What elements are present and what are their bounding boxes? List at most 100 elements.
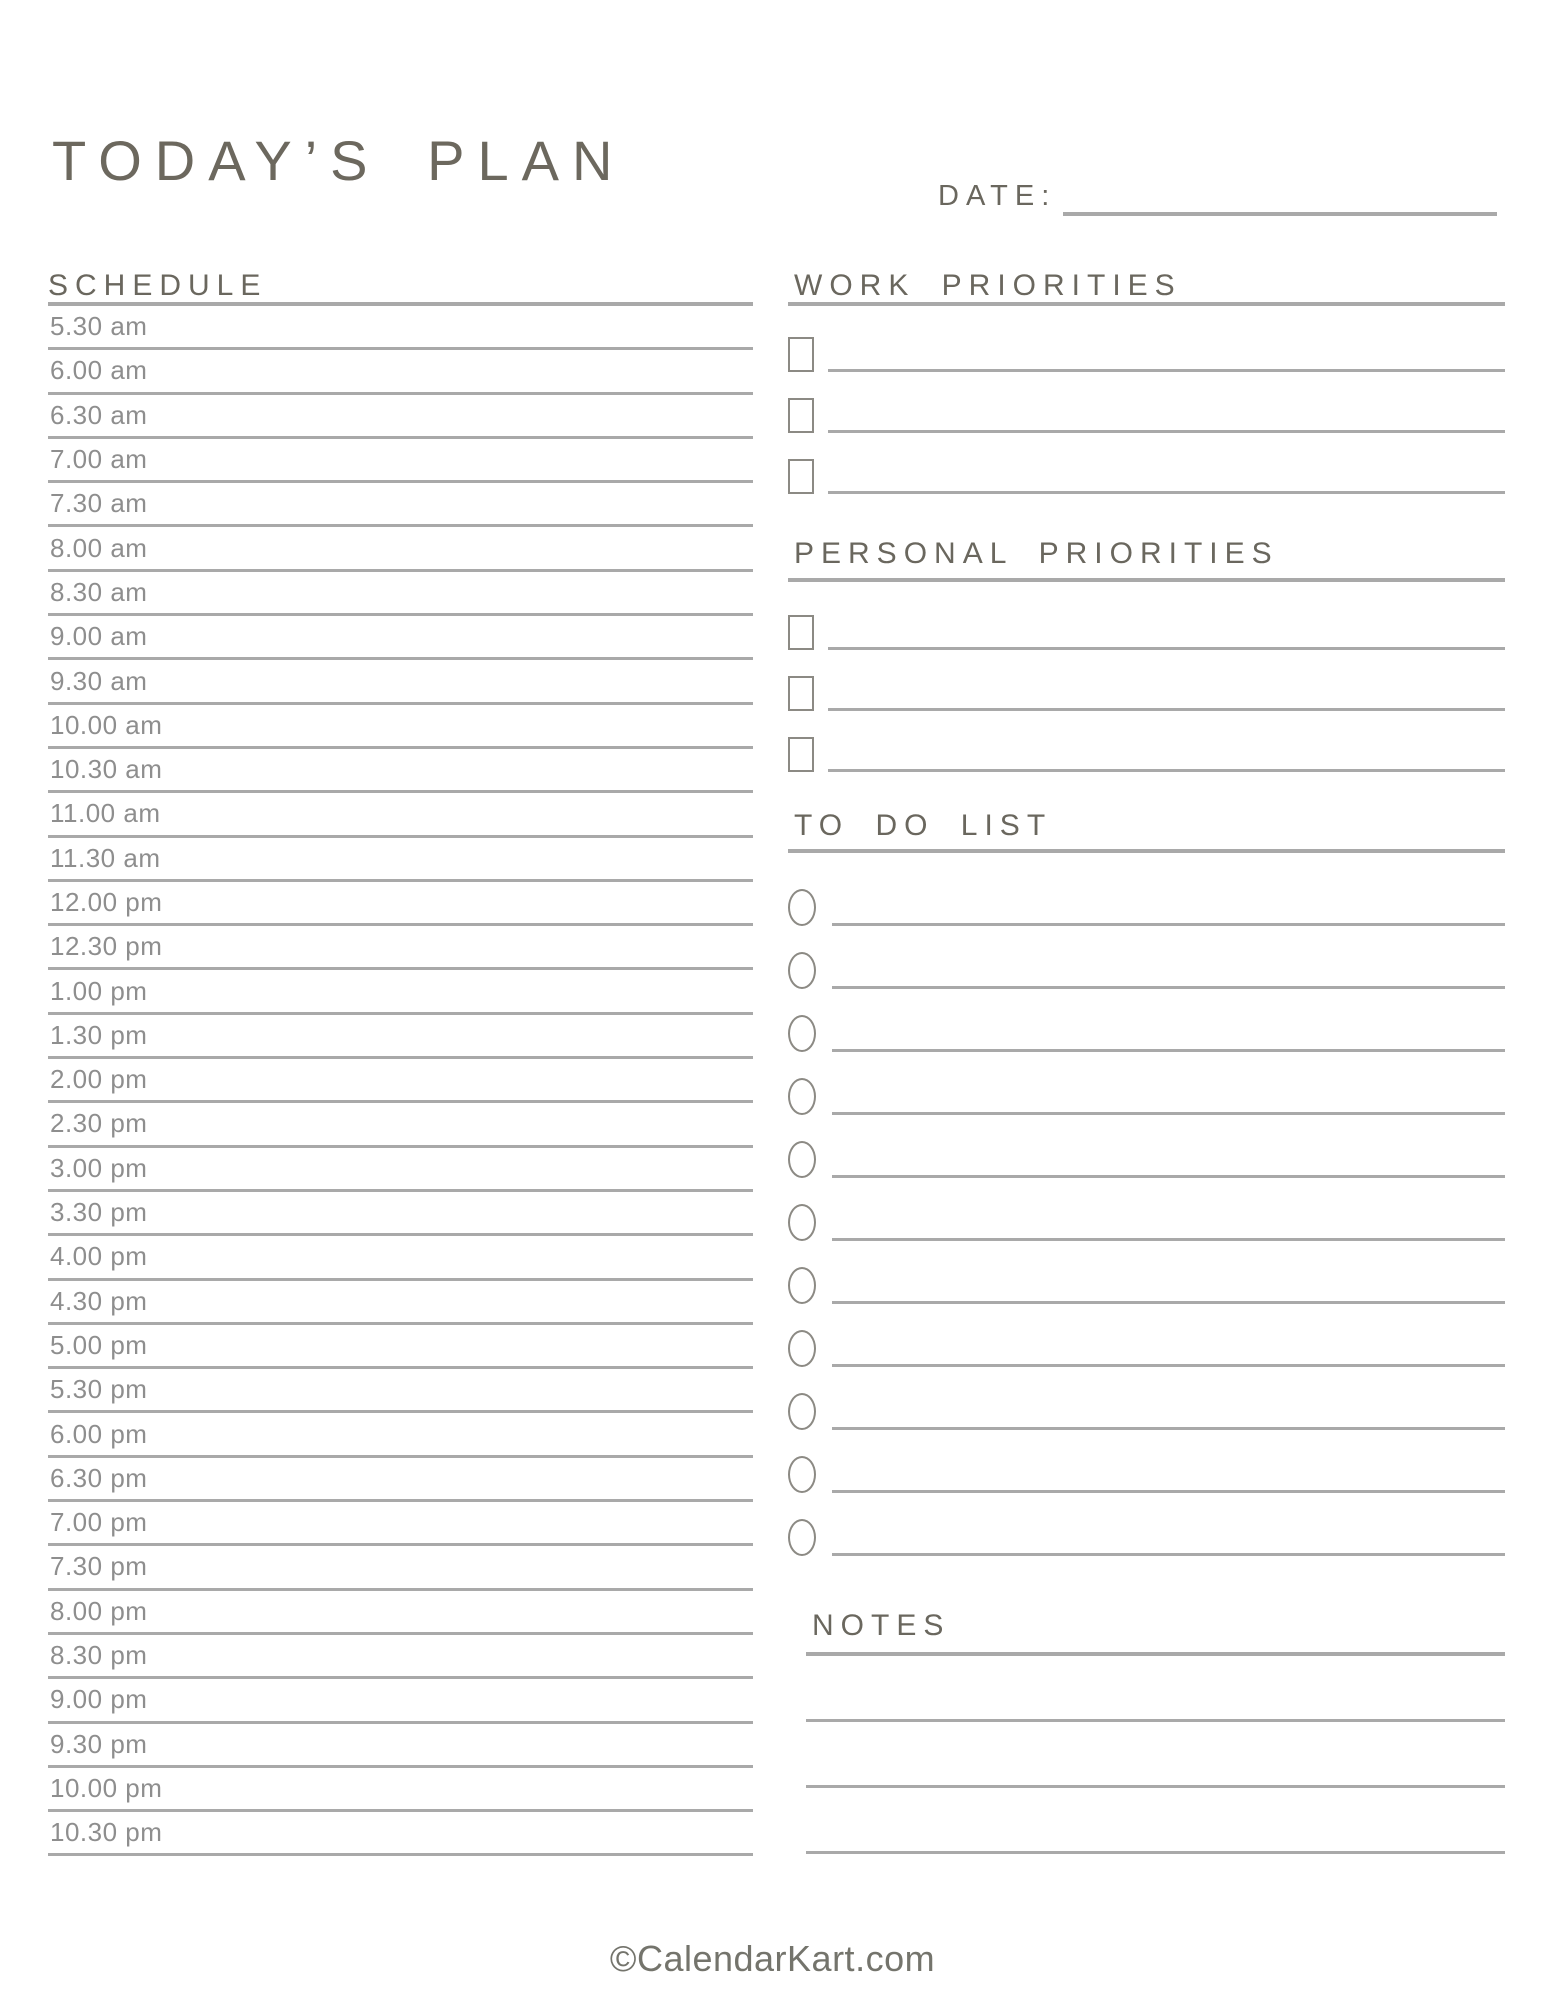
schedule-time-label: 2.30 pm bbox=[50, 1108, 148, 1139]
schedule-row: 6.00 am bbox=[48, 350, 753, 395]
priorities-column: WORK PRIORITIES PERSONAL PRIORIT bbox=[788, 270, 1505, 1582]
schedule-row: 10.00 pm bbox=[48, 1768, 753, 1813]
todo-writing-line[interactable] bbox=[832, 1015, 1505, 1052]
schedule-time-label: 12.00 pm bbox=[50, 887, 163, 917]
todo-writing-line[interactable] bbox=[832, 1393, 1505, 1430]
todo-writing-line[interactable] bbox=[832, 1330, 1505, 1367]
schedule-time-label: 6.30 pm bbox=[50, 1462, 148, 1493]
personal-priority-writing-line[interactable] bbox=[828, 615, 1505, 650]
work-priority-writing-line[interactable] bbox=[828, 459, 1505, 494]
checkbox-icon[interactable] bbox=[788, 398, 814, 433]
schedule-time-label: 1.00 pm bbox=[50, 975, 148, 1006]
schedule-time-label: 6.30 am bbox=[50, 399, 148, 430]
schedule-time-label: 2.00 pm bbox=[50, 1064, 148, 1095]
todo-writing-line[interactable] bbox=[832, 889, 1505, 926]
schedule-row: 11.30 am bbox=[48, 838, 753, 882]
personal-priority-writing-line[interactable] bbox=[828, 737, 1505, 772]
circle-bullet-icon[interactable] bbox=[788, 1141, 816, 1178]
schedule-time-label: 1.30 pm bbox=[50, 1019, 148, 1050]
schedule-row: 7.30 am bbox=[48, 483, 753, 528]
notes-writing-line[interactable] bbox=[806, 1722, 1505, 1788]
work-priority-writing-line[interactable] bbox=[828, 337, 1505, 372]
schedule-row: 8.30 pm bbox=[48, 1635, 753, 1680]
circle-bullet-icon[interactable] bbox=[788, 1519, 816, 1556]
schedule-row: 4.30 pm bbox=[48, 1281, 753, 1325]
work-priority-row bbox=[788, 459, 1505, 520]
schedule-time-label: 9.30 pm bbox=[50, 1728, 148, 1759]
schedule-heading-rule bbox=[48, 302, 753, 306]
schedule-time-label: 7.00 pm bbox=[50, 1507, 148, 1538]
schedule-time-label: 10.30 pm bbox=[50, 1817, 163, 1848]
schedule-row: 8.00 am bbox=[48, 527, 753, 572]
circle-bullet-icon[interactable] bbox=[788, 1330, 816, 1367]
circle-bullet-icon[interactable] bbox=[788, 1204, 816, 1241]
work-priority-row bbox=[788, 398, 1505, 459]
checkbox-icon[interactable] bbox=[788, 737, 814, 772]
schedule-time-label: 7.30 pm bbox=[50, 1551, 148, 1582]
schedule-row: 2.30 pm bbox=[48, 1103, 753, 1148]
schedule-row: 9.30 am bbox=[48, 660, 753, 705]
schedule-row: 10.30 pm bbox=[48, 1812, 753, 1857]
circle-bullet-icon[interactable] bbox=[788, 889, 816, 926]
work-priorities-heading: WORK PRIORITIES bbox=[794, 269, 1182, 302]
schedule-row: 3.00 pm bbox=[48, 1148, 753, 1192]
schedule-time-label: 12.30 pm bbox=[50, 931, 163, 962]
circle-bullet-icon[interactable] bbox=[788, 1015, 816, 1052]
schedule-heading: SCHEDULE bbox=[48, 269, 268, 302]
personal-priority-row bbox=[788, 676, 1505, 737]
personal-priorities-heading-rule bbox=[788, 578, 1505, 582]
schedule-row: 9.00 pm bbox=[48, 1679, 753, 1724]
work-priority-row bbox=[788, 337, 1505, 398]
schedule-row: 9.00 am bbox=[48, 616, 753, 661]
work-priorities-heading-rule bbox=[788, 302, 1505, 306]
todo-rows bbox=[788, 889, 1505, 1582]
work-priority-writing-line[interactable] bbox=[828, 398, 1505, 433]
date-label: DATE: bbox=[938, 180, 1057, 212]
schedule-row: 12.00 pm bbox=[48, 882, 753, 927]
schedule-time-label: 6.00 pm bbox=[50, 1418, 148, 1449]
schedule-time-label: 8.00 pm bbox=[50, 1595, 148, 1626]
todo-writing-line[interactable] bbox=[832, 1456, 1505, 1493]
schedule-row: 1.30 pm bbox=[48, 1015, 753, 1060]
date-writing-line[interactable] bbox=[1063, 212, 1497, 216]
todo-writing-line[interactable] bbox=[832, 1141, 1505, 1178]
notes-section: NOTES bbox=[806, 1610, 1505, 1854]
schedule-time-label: 10.30 am bbox=[50, 754, 163, 785]
todo-writing-line[interactable] bbox=[832, 1204, 1505, 1241]
circle-bullet-icon[interactable] bbox=[788, 1078, 816, 1115]
notes-writing-line[interactable] bbox=[806, 1656, 1505, 1722]
checkbox-icon[interactable] bbox=[788, 615, 814, 650]
circle-bullet-icon[interactable] bbox=[788, 1456, 816, 1493]
personal-priority-row bbox=[788, 737, 1505, 798]
checkbox-icon[interactable] bbox=[788, 337, 814, 372]
schedule-row: 8.30 am bbox=[48, 572, 753, 617]
personal-priority-writing-line[interactable] bbox=[828, 676, 1505, 711]
circle-bullet-icon[interactable] bbox=[788, 1393, 816, 1430]
schedule-time-label: 11.00 am bbox=[50, 798, 161, 829]
checkbox-icon[interactable] bbox=[788, 676, 814, 711]
todo-row bbox=[788, 1078, 1505, 1141]
schedule-row: 9.30 pm bbox=[48, 1724, 753, 1768]
personal-priorities-heading: PERSONAL PRIORITIES bbox=[794, 537, 1279, 570]
todo-heading: TO DO LIST bbox=[794, 809, 1053, 842]
todo-row bbox=[788, 1141, 1505, 1204]
todo-writing-line[interactable] bbox=[832, 952, 1505, 989]
schedule-section: SCHEDULE 5.30 am 6.00 am 6.30 am bbox=[48, 269, 753, 1857]
schedule-time-label: 7.00 am bbox=[50, 444, 148, 475]
todo-writing-line[interactable] bbox=[832, 1519, 1505, 1556]
circle-bullet-icon[interactable] bbox=[788, 952, 816, 989]
todo-row bbox=[788, 1267, 1505, 1330]
todo-row bbox=[788, 1519, 1505, 1582]
todo-writing-line[interactable] bbox=[832, 1267, 1505, 1304]
footer-credit: ©CalendarKart.com bbox=[609, 1938, 936, 1979]
schedule-time-label: 3.30 pm bbox=[50, 1197, 148, 1228]
notes-writing-line[interactable] bbox=[806, 1788, 1505, 1854]
schedule-row: 12.30 pm bbox=[48, 926, 753, 971]
todo-row bbox=[788, 1456, 1505, 1519]
todo-writing-line[interactable] bbox=[832, 1078, 1505, 1115]
checkbox-icon[interactable] bbox=[788, 459, 814, 494]
schedule-row: 8.00 pm bbox=[48, 1591, 753, 1635]
schedule-row: 3.30 pm bbox=[48, 1192, 753, 1237]
circle-bullet-icon[interactable] bbox=[788, 1267, 816, 1304]
